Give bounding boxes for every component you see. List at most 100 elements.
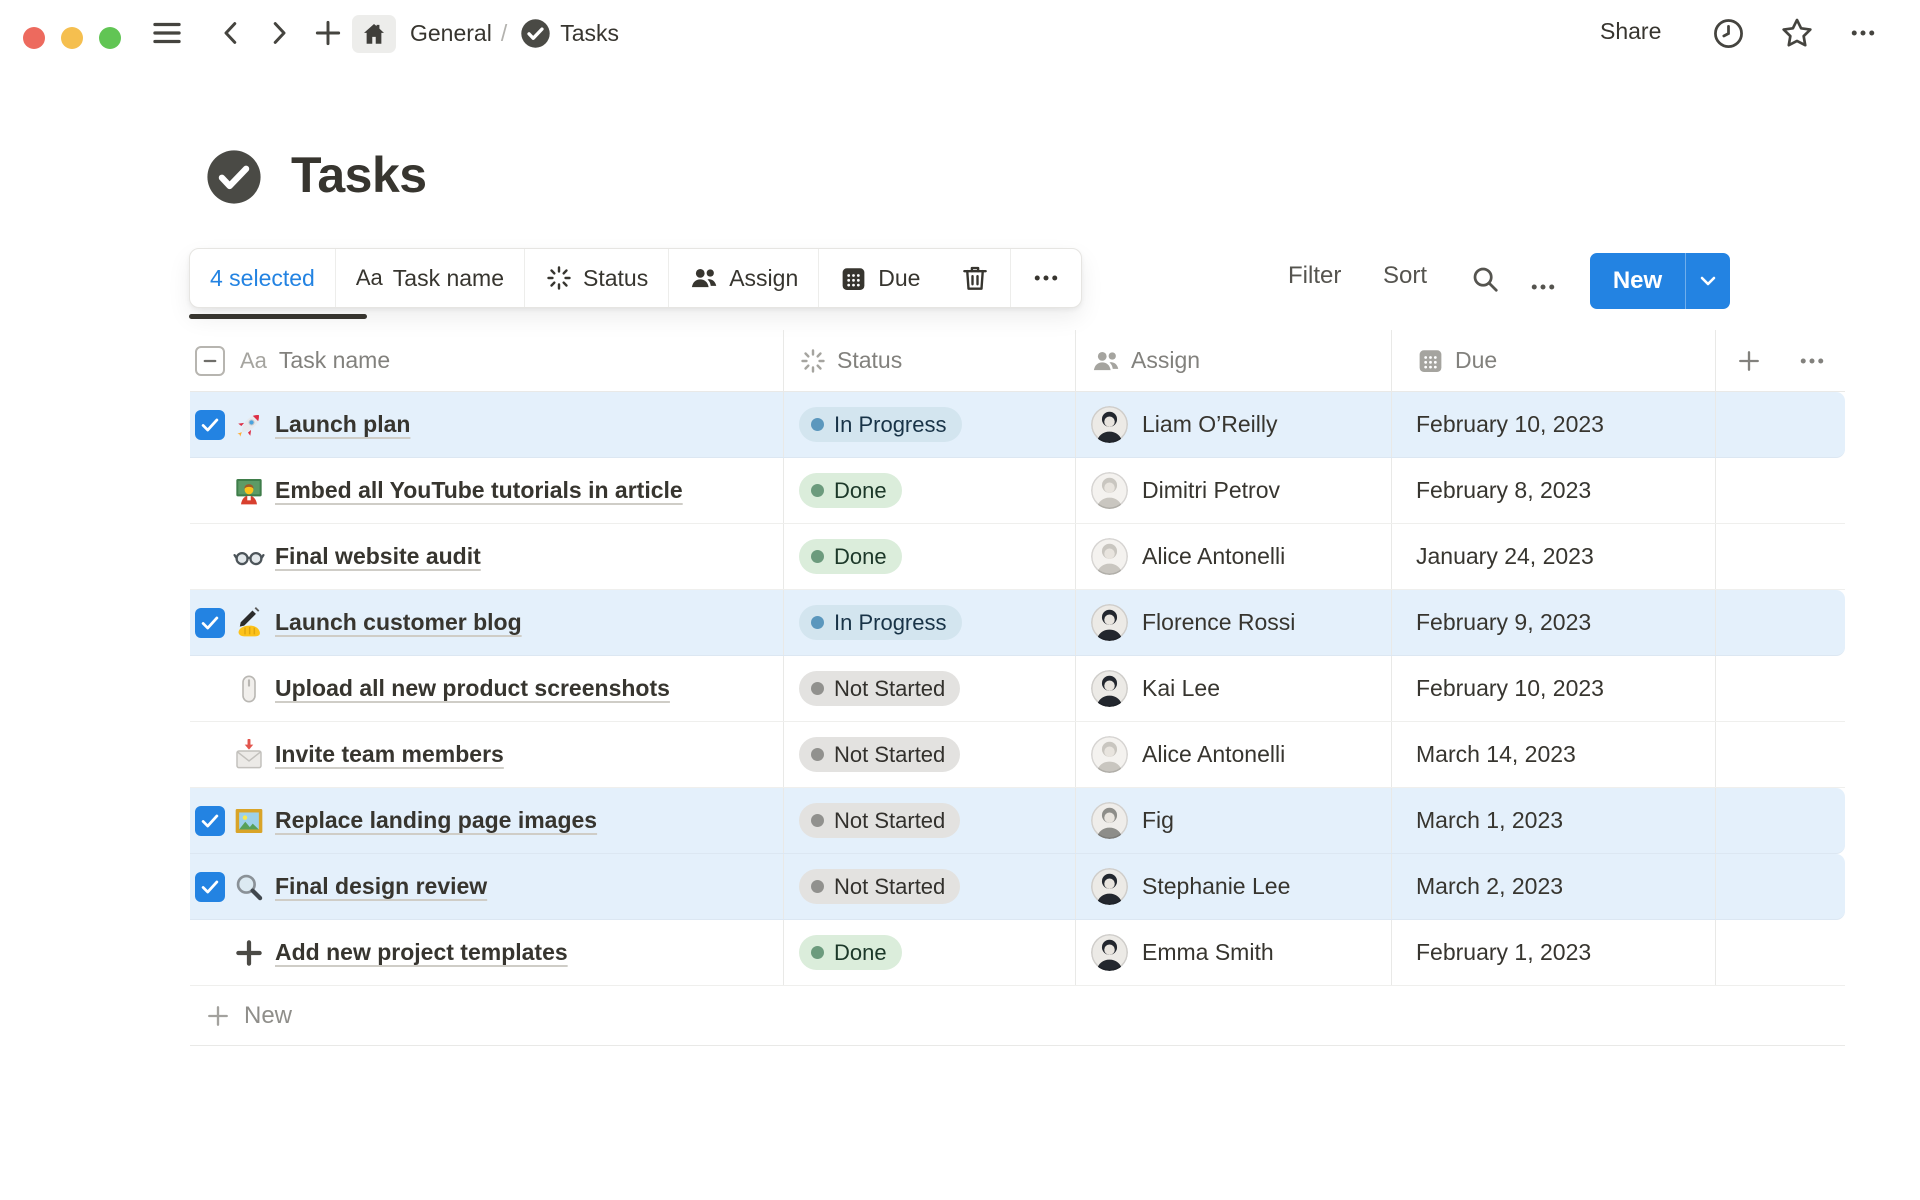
row-checkbox-checked[interactable]	[195, 805, 225, 836]
due-cell[interactable]: March 14, 2023	[1391, 722, 1715, 787]
traffic-light-zoom-button[interactable]	[99, 27, 121, 49]
select-all-checkbox[interactable]	[195, 345, 225, 376]
task-name-cell[interactable]: Final website audit	[190, 524, 783, 589]
home-button[interactable]	[352, 15, 396, 53]
status-cell[interactable]: In Progress	[783, 590, 1075, 655]
nav-back-button[interactable]	[216, 18, 246, 48]
due-cell[interactable]: January 24, 2023	[1391, 524, 1715, 589]
status-cell[interactable]: Done	[783, 920, 1075, 985]
task-title-link[interactable]: Final website audit	[275, 543, 481, 569]
selection-more-button[interactable]	[1011, 249, 1081, 307]
table-row[interactable]: Replace landing page images Not Started Fi…	[190, 788, 1845, 854]
due-cell[interactable]: March 1, 2023	[1391, 788, 1715, 853]
column-header-due[interactable]: Due	[1391, 330, 1715, 391]
task-title-link[interactable]: Launch plan	[275, 411, 411, 437]
column-header-status[interactable]: Status	[783, 330, 1075, 391]
task-title-link[interactable]: Add new project templates	[275, 939, 568, 965]
task-name-cell[interactable]: Launch plan	[190, 392, 783, 457]
sidebar-toggle-button[interactable]	[150, 18, 184, 48]
status-cell[interactable]: In Progress	[783, 392, 1075, 457]
status-badge: Not Started	[799, 671, 961, 706]
table-row[interactable]: Launch customer blog In Progress Florence …	[190, 590, 1845, 656]
page-more-button[interactable]	[1848, 18, 1878, 48]
row-checkbox-checked[interactable]	[195, 409, 225, 440]
task-name-cell[interactable]: Add new project templates	[190, 920, 783, 985]
task-name-cell[interactable]: Upload all new product screenshots	[190, 656, 783, 721]
nav-forward-button[interactable]	[264, 18, 294, 48]
status-cell[interactable]: Not Started	[783, 854, 1075, 919]
new-entry-button[interactable]: New	[1590, 253, 1686, 309]
assign-cell[interactable]: Florence Rossi	[1075, 590, 1391, 655]
status-cell[interactable]: Not Started	[783, 788, 1075, 853]
filter-button[interactable]: Filter	[1288, 262, 1342, 289]
assign-cell[interactable]: Liam O’Reilly	[1075, 392, 1391, 457]
table-row[interactable]: Invite team members Not Started Alice Anto…	[190, 722, 1845, 788]
status-dot-icon	[811, 682, 824, 695]
view-more-button[interactable]	[1528, 272, 1558, 307]
row-checkbox-checked[interactable]	[195, 871, 225, 902]
task-title-link[interactable]: Embed all YouTube tutorials in article	[275, 477, 683, 503]
due-cell[interactable]: February 8, 2023	[1391, 458, 1715, 523]
breadcrumb-page[interactable]: Tasks	[560, 20, 620, 46]
column-header-task-name[interactable]: Aa Task name	[190, 330, 783, 391]
table-row[interactable]: Upload all new product screenshots Not St…	[190, 656, 1845, 722]
task-title-link[interactable]: Final design review	[275, 873, 488, 899]
favorite-button[interactable]	[1780, 18, 1814, 48]
due-date: March 1, 2023	[1416, 807, 1564, 833]
field-pill-due[interactable]: Due	[819, 249, 940, 307]
task-name-cell[interactable]: Invite team members	[190, 722, 783, 787]
assign-cell[interactable]: Kai Lee	[1075, 656, 1391, 721]
field-pill-assign[interactable]: Assign	[669, 249, 820, 307]
assign-cell[interactable]: Stephanie Lee	[1075, 854, 1391, 919]
due-date: February 9, 2023	[1416, 609, 1592, 635]
status-cell[interactable]: Not Started	[783, 722, 1075, 787]
traffic-light-close-button[interactable]	[23, 27, 45, 49]
due-cell[interactable]: February 1, 2023	[1391, 920, 1715, 985]
new-page-button[interactable]	[312, 18, 344, 48]
task-name-cell[interactable]: Embed all YouTube tutorials in article	[190, 458, 783, 523]
assign-cell[interactable]: Alice Antonelli	[1075, 722, 1391, 787]
selection-count-button[interactable]: 4 selected	[190, 249, 336, 307]
field-pill-status[interactable]: Status	[525, 249, 670, 307]
traffic-light-minimize-button[interactable]	[61, 27, 83, 49]
task-name-cell[interactable]: Replace landing page images	[190, 788, 783, 853]
sort-button[interactable]: Sort	[1383, 262, 1428, 289]
share-button[interactable]: Share	[1600, 18, 1662, 44]
task-title-link[interactable]: Replace landing page images	[275, 807, 598, 833]
add-column-button[interactable]	[1735, 347, 1763, 375]
breadcrumb-root[interactable]: General	[410, 20, 492, 46]
table-row[interactable]: Add new project templates Done Emma Smith F…	[190, 920, 1845, 986]
due-cell[interactable]: February 9, 2023	[1391, 590, 1715, 655]
table-row[interactable]: Final website audit Done Alice Antonelli Ja…	[190, 524, 1845, 590]
page-title[interactable]: Tasks	[291, 147, 427, 203]
page-icon-check-circle[interactable]	[205, 148, 263, 206]
status-cell[interactable]: Not Started	[783, 656, 1075, 721]
status-cell[interactable]: Done	[783, 524, 1075, 589]
table-row[interactable]: Final design review Not Started Stephanie …	[190, 854, 1845, 920]
task-name-cell[interactable]: Launch customer blog	[190, 590, 783, 655]
assign-cell[interactable]: Alice Antonelli	[1075, 524, 1391, 589]
task-title-link[interactable]: Launch customer blog	[275, 609, 522, 635]
due-cell[interactable]: February 10, 2023	[1391, 656, 1715, 721]
due-cell[interactable]: February 10, 2023	[1391, 392, 1715, 457]
due-cell[interactable]: March 2, 2023	[1391, 854, 1715, 919]
search-button[interactable]	[1470, 264, 1500, 299]
task-name-cell[interactable]: Final design review	[190, 854, 783, 919]
row-checkbox-checked[interactable]	[195, 607, 225, 638]
chevron-down-icon	[1696, 269, 1720, 293]
task-title-link[interactable]: Upload all new product screenshots	[275, 675, 670, 701]
assign-cell[interactable]: Dimitri Petrov	[1075, 458, 1391, 523]
table-row[interactable]: Embed all YouTube tutorials in article Do…	[190, 458, 1845, 524]
task-title-link[interactable]: Invite team members	[275, 741, 504, 767]
assign-cell[interactable]: Emma Smith	[1075, 920, 1391, 985]
table-row[interactable]: Launch plan In Progress Liam O’Reilly Febru…	[190, 392, 1845, 458]
new-row-button[interactable]: New	[190, 986, 1845, 1046]
status-cell[interactable]: Done	[783, 458, 1075, 523]
delete-selected-button[interactable]	[940, 249, 1012, 307]
new-entry-dropdown-button[interactable]	[1686, 253, 1730, 309]
field-pill-task-name[interactable]: Aa Task name	[336, 249, 525, 307]
updates-button[interactable]	[1712, 18, 1745, 48]
column-header-assign[interactable]: Assign	[1075, 330, 1391, 391]
assign-cell[interactable]: Fig	[1075, 788, 1391, 853]
table-more-button[interactable]	[1797, 346, 1827, 376]
